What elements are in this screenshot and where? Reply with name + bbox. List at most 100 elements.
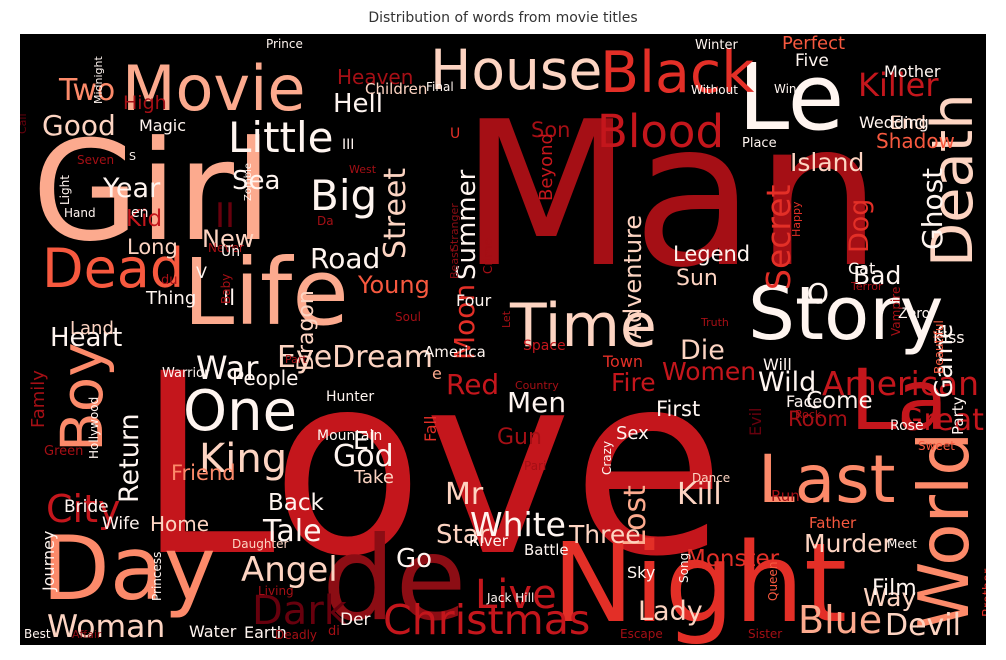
word-beautiful: Beautiful — [932, 320, 946, 374]
word-women: Women — [662, 357, 756, 386]
word-water: Water — [189, 622, 237, 641]
word-first: First — [656, 397, 700, 421]
word-wind: Wind — [774, 82, 804, 96]
word-fire: Fire — [611, 368, 656, 397]
word-bad: Bad — [853, 261, 901, 290]
word-la: La — [850, 351, 948, 449]
word-happy: Happy — [790, 201, 803, 237]
word-will: Will — [763, 355, 792, 374]
word-monster: Monster — [686, 546, 780, 572]
word-terror: Terror — [850, 280, 883, 293]
word-journey: Journey — [39, 531, 58, 592]
word-road: Road — [310, 242, 380, 275]
word-hunter: Hunter — [326, 389, 374, 405]
word-zombie: Zombie — [243, 163, 254, 201]
word-en: en — [131, 205, 149, 221]
word-le: Le — [738, 44, 844, 151]
word-final: Final — [426, 80, 454, 94]
word-hand: Hand — [64, 206, 96, 220]
word-lost: Lost — [618, 485, 653, 547]
word-son: Son — [531, 118, 571, 142]
word-sweet: Sweet — [918, 439, 955, 453]
word-wife: Wife — [102, 514, 140, 534]
word-children: Children — [365, 80, 427, 98]
word-back: Back — [268, 490, 325, 516]
word-vampire: Vampire — [889, 287, 903, 336]
word-dog: Dog — [844, 199, 875, 253]
word-summer: Summer — [452, 169, 482, 280]
word-sea: Sea — [232, 166, 280, 196]
word-last: Last — [758, 441, 895, 518]
word-queen: Queen — [766, 562, 780, 601]
word-call: Call — [20, 113, 29, 134]
word-de: de — [322, 513, 467, 645]
word-tale: Tale — [262, 514, 322, 549]
word-room: Room — [788, 407, 848, 431]
word-truth: Truth — [700, 316, 729, 329]
word-affair: Affair — [72, 628, 102, 641]
word-mr: Mr — [445, 477, 484, 512]
word-moon: Moon — [448, 284, 481, 360]
word-game: Game — [929, 324, 958, 398]
word-year: Year — [102, 173, 161, 204]
word-island: Island — [790, 148, 864, 177]
word-thing: Thing — [145, 288, 196, 309]
word-big: Big — [310, 171, 377, 220]
word-heaven: Heaven — [337, 65, 413, 89]
word-dead: Dead — [42, 237, 184, 300]
word-seven: Seven — [77, 153, 114, 167]
cloud-background — [20, 34, 986, 645]
word-go: Go — [396, 544, 432, 574]
word-boy: Boy — [48, 342, 116, 452]
word-iii: III — [342, 137, 354, 153]
word-daughter: Daughter — [232, 537, 289, 551]
word-christmas: Christmas — [383, 596, 590, 644]
word-beast: Beast — [448, 247, 461, 279]
word-zero: Zero — [898, 306, 930, 322]
word-man: Man — [460, 79, 882, 312]
word-green: Green — [44, 444, 83, 459]
word-street: Street — [378, 168, 413, 259]
word-stranger: Stranger — [448, 203, 461, 251]
word-end: End — [890, 112, 926, 134]
word-black: Black — [600, 40, 754, 106]
word-four: Four — [456, 291, 492, 310]
word-return: Return — [114, 413, 145, 503]
word-v: V — [196, 263, 207, 282]
word-el: El — [353, 426, 376, 455]
word-film: Film — [872, 576, 917, 601]
word-land: Land — [70, 318, 114, 339]
word-death: Death — [919, 93, 986, 267]
word-baby: Baby — [219, 274, 233, 304]
word-hell: Hell — [333, 89, 383, 119]
word-family: Family — [28, 370, 49, 428]
word-let: Let — [500, 310, 513, 328]
word-sex: Sex — [616, 423, 649, 444]
word-little: Little — [228, 113, 334, 162]
word-living: Living — [258, 584, 294, 598]
word-earth: Earth — [244, 623, 287, 642]
word-red: Red — [446, 368, 499, 401]
word-mother: Mother — [884, 62, 941, 81]
word-long: Long — [127, 235, 178, 259]
word-du: du — [161, 273, 178, 288]
word-god: God — [333, 439, 394, 474]
word-sun: Sun — [676, 266, 718, 291]
word-house: House — [430, 38, 602, 102]
word-american: American — [822, 364, 979, 403]
word-rose: Rose — [890, 418, 924, 434]
word-wild: Wild — [758, 367, 816, 398]
word-s: S — [129, 150, 136, 163]
word-city: City — [46, 487, 120, 531]
word-never: Never — [208, 241, 244, 255]
word-star: Star — [436, 520, 490, 550]
word-deadly: Deadly — [275, 628, 317, 642]
word-face: Face — [786, 392, 822, 411]
word-kill: Kill — [677, 477, 722, 512]
word-mountain: Mountain — [317, 428, 382, 444]
word-story: Story — [748, 271, 943, 357]
word-legend: Legend — [673, 242, 750, 266]
word-woman: Woman — [47, 609, 165, 645]
word-party: Party — [949, 396, 967, 435]
word-light: Light — [58, 175, 72, 205]
